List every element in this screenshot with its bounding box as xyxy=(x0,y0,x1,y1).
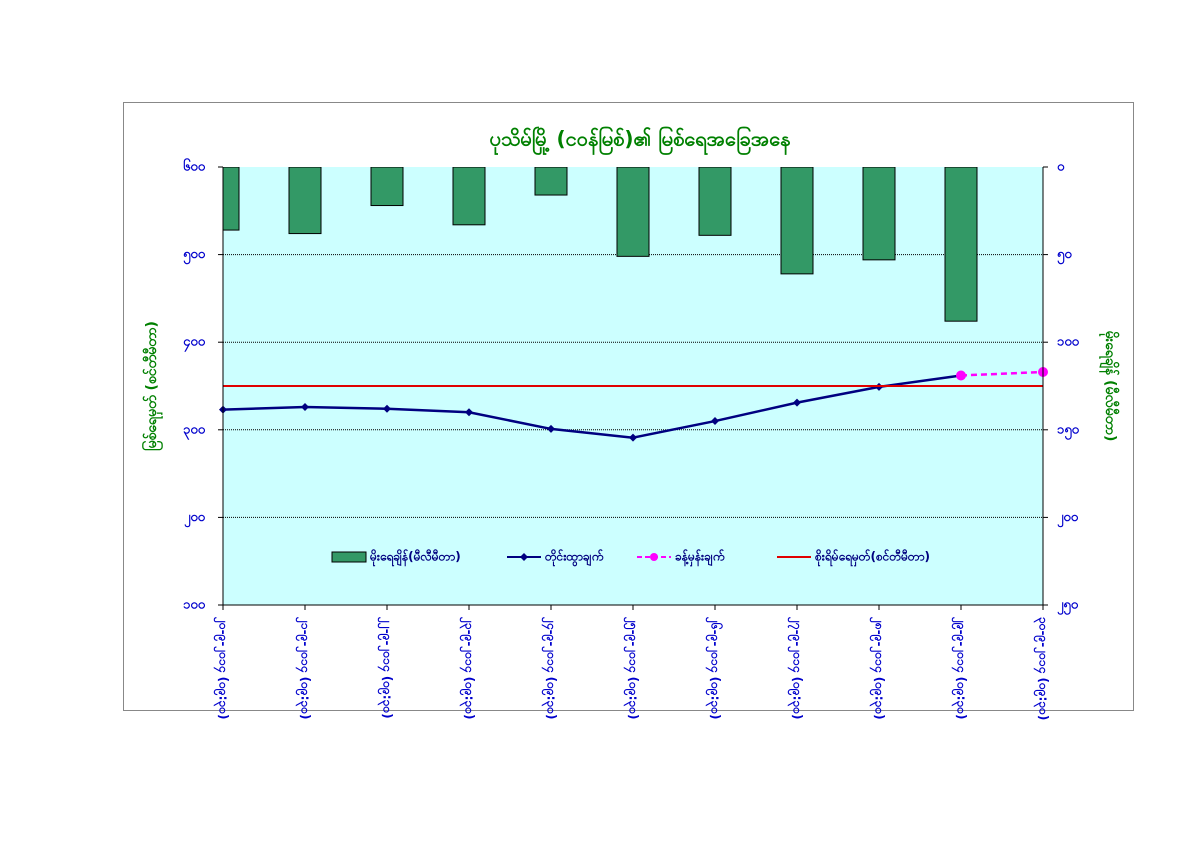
y-tick-label: ၅၀၀ xyxy=(183,247,206,265)
legend-label: တိုင်းထွာချက် xyxy=(544,548,604,568)
x-tick-label: ၂၀-၉-၂၀၁၄ (၀၉:၃၀) xyxy=(213,616,231,719)
bar xyxy=(370,167,404,207)
x-tick-label: ၂၃-၉-၂၀၁၄ (၀၉:၃၀) xyxy=(459,616,477,719)
x-tick-label: ၂၇-၉-၂၀၁၄ (၀၉:၃၀) xyxy=(787,616,805,719)
y-tick-label: ၁၀၀ xyxy=(183,598,206,613)
bar xyxy=(698,167,732,236)
bar xyxy=(944,167,978,322)
marker xyxy=(465,408,473,417)
line xyxy=(960,370,1044,377)
y2-tick-label: ၁၅၀ xyxy=(1057,422,1080,440)
legend-marker xyxy=(650,553,658,561)
bar xyxy=(288,167,322,235)
marker xyxy=(383,404,391,413)
x-tick-label: ၂၉-၉-၂၀၁၄ (၀၉:၃၀) xyxy=(951,616,969,719)
x-tick-label: ၂၂-၉-၂၀၁၄ (၀၉:၃၀) xyxy=(377,616,395,719)
legend-label: မိုးရေချိန်(မီလီမီတာ) xyxy=(369,548,461,568)
x-tick-label: ၂၄-၉-၂၀၁၄ (၀၉:၃၀) xyxy=(541,616,559,719)
y2-tick-label: ၁၀၀ xyxy=(1057,335,1080,350)
y-tick-label: ၄၀၀ xyxy=(183,335,206,353)
marker xyxy=(547,424,555,433)
line xyxy=(222,374,962,439)
bar xyxy=(534,167,568,196)
x-tick-label: ၂၆-၉-၂၀၁၄ (၀၉:၃၀) xyxy=(705,616,725,719)
y2-tick-label: ၂၅၀ xyxy=(1057,598,1079,616)
bar xyxy=(452,167,486,226)
bar xyxy=(862,167,896,261)
legend-marker xyxy=(520,553,528,561)
x-tick-label: ၂၁-၉-၂၀၁၄ (၀၉:၃၀) xyxy=(295,616,313,719)
bar xyxy=(616,167,650,257)
legend-label: စိုးရိမ်ရေမှတ်(စင်တီမီတာ) xyxy=(814,548,930,568)
x-tick-label: ၂၈-၉-၂၀၁၄ (၀၉:၃၀) xyxy=(869,616,887,720)
plot-content xyxy=(223,167,978,322)
marker xyxy=(301,403,309,412)
legend-swatch xyxy=(331,551,367,563)
x-tick-label: ၃၀-၉-၂၀၁၄ (၀၉:၃၀) xyxy=(1033,617,1051,720)
marker xyxy=(711,417,719,426)
y-tick-label: ၃၀၀ xyxy=(183,422,206,440)
y2-axis-title: မိုးရေချိန် (မီလီမီတာ) xyxy=(1099,331,1119,442)
bar xyxy=(780,167,814,275)
y-tick-label: ၆၀၀ xyxy=(183,158,206,175)
marker xyxy=(956,370,966,381)
x-tick-label: ၂၅-၉-၂၀၁၄ (၀၉:၃၀) xyxy=(623,616,641,719)
y2-tick-label: ၀ xyxy=(1057,160,1065,175)
marker xyxy=(629,433,637,442)
y2-tick-label: ၅၀ xyxy=(1057,247,1072,265)
legend-label: ခန့်မှန်းချက် xyxy=(675,548,725,568)
bar xyxy=(223,167,240,231)
y2-tick-label: ၂၀၀ xyxy=(1057,510,1079,528)
y-tick-label: ၂၀၀ xyxy=(184,510,206,528)
marker xyxy=(793,398,801,407)
y-axis-title: မြစ်ရေမှတ် (စင်တီမီတာ) xyxy=(142,321,163,451)
